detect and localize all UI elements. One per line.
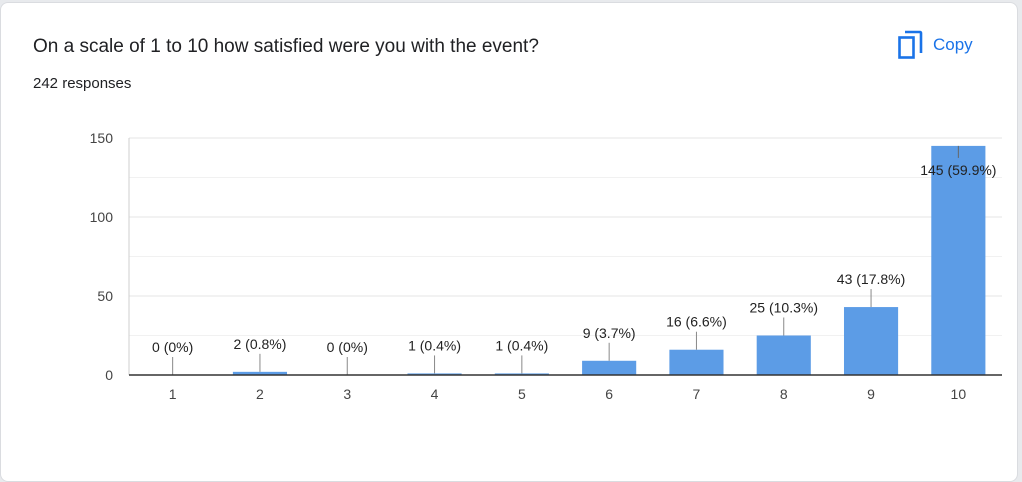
bar-7 — [669, 349, 724, 375]
x-tick-label-9: 9 — [867, 386, 875, 402]
data-label-7: 16 (6.6%) — [666, 314, 727, 330]
bar-6 — [582, 360, 637, 375]
bar-10 — [931, 145, 986, 375]
x-tick-label-4: 4 — [431, 386, 439, 402]
data-label-2: 2 (0.8%) — [233, 336, 286, 352]
copy-label: Copy — [933, 35, 973, 54]
bar-9 — [843, 307, 899, 375]
x-tick-label-3: 3 — [343, 386, 351, 402]
data-label-8: 25 (10.3%) — [750, 300, 818, 316]
y-tick-label: 50 — [97, 288, 113, 304]
bar-2 — [232, 371, 288, 375]
y-tick-label: 100 — [90, 209, 114, 225]
y-tick-label: 150 — [90, 130, 114, 146]
question-title: On a scale of 1 to 10 how satisfied were… — [33, 36, 539, 57]
data-label-9: 43 (17.8%) — [837, 271, 905, 287]
x-tick-label-1: 1 — [169, 386, 177, 402]
bar-5 — [494, 373, 549, 375]
response-count: 242 responses — [33, 75, 132, 92]
x-tick-label-7: 7 — [693, 386, 701, 402]
data-label-4: 1 (0.4%) — [408, 337, 461, 353]
x-tick-label-6: 6 — [605, 386, 613, 402]
data-label-5: 1 (0.4%) — [495, 337, 548, 353]
x-tick-label-2: 2 — [256, 386, 264, 402]
data-label-3: 0 (0%) — [327, 339, 368, 355]
y-tick-label: 0 — [105, 367, 113, 383]
x-tick-label-10: 10 — [951, 386, 967, 402]
copy-chart-button[interactable]: Copy — [891, 27, 979, 63]
x-tick-label-8: 8 — [780, 386, 788, 402]
data-label-6: 9 (3.7%) — [583, 325, 636, 341]
data-label-1: 0 (0%) — [152, 339, 193, 355]
copy-icon — [897, 30, 923, 60]
bar-8 — [756, 335, 811, 375]
x-tick-label-5: 5 — [518, 386, 526, 402]
data-label-10: 145 (59.9%) — [920, 162, 996, 178]
bar-4 — [407, 373, 462, 375]
